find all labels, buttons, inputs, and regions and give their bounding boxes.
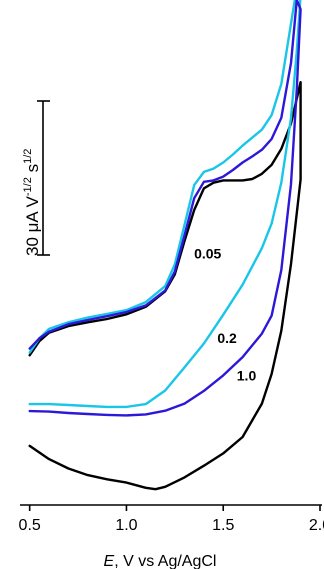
x-tick-label: 1.0 [115,517,137,534]
x-axis-label-italic: E [104,553,115,569]
series-line-0-05 [28,81,302,491]
scale-bar-label-main: 30 μA V [23,195,42,256]
x-tick-label: 1.5 [212,517,234,534]
scale-bar-label-sup2: 1/2 [22,149,34,164]
scale-bar-label-mid: s [23,164,42,177]
curve-label-0-2: 0.2 [217,330,237,346]
x-tick-label: 2.0 [309,517,324,534]
curve-labels-group: 0.05 0.2 1.0 [194,245,256,383]
x-axis-label: E, V vs Ag/AgCl [104,553,217,569]
scale-bar: 30 μA V-1/2 s1/2 [22,100,50,256]
series-line-1-0 [28,0,302,417]
curves-group [28,0,302,491]
curve-label-0-05: 0.05 [194,245,221,261]
x-axis-label-rest: , V vs Ag/AgCl [114,553,216,569]
plot-area [28,0,302,491]
x-tick-label: 0.5 [19,517,41,534]
x-axis: 0.5 1.0 1.5 2.0 E, V vs Ag/AgCl [19,504,324,569]
x-ticks-group: 0.5 1.0 1.5 2.0 [19,505,324,534]
series-line-0-2 [28,0,302,409]
scale-bar-label: 30 μA V-1/2 s1/2 [22,149,42,256]
scale-bar-label-sup1: -1/2 [22,177,34,196]
curve-label-1-0: 1.0 [237,368,257,384]
